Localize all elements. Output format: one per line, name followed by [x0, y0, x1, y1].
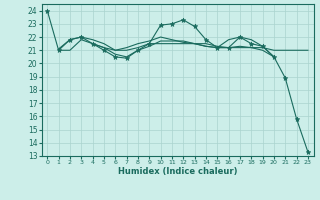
- X-axis label: Humidex (Indice chaleur): Humidex (Indice chaleur): [118, 167, 237, 176]
